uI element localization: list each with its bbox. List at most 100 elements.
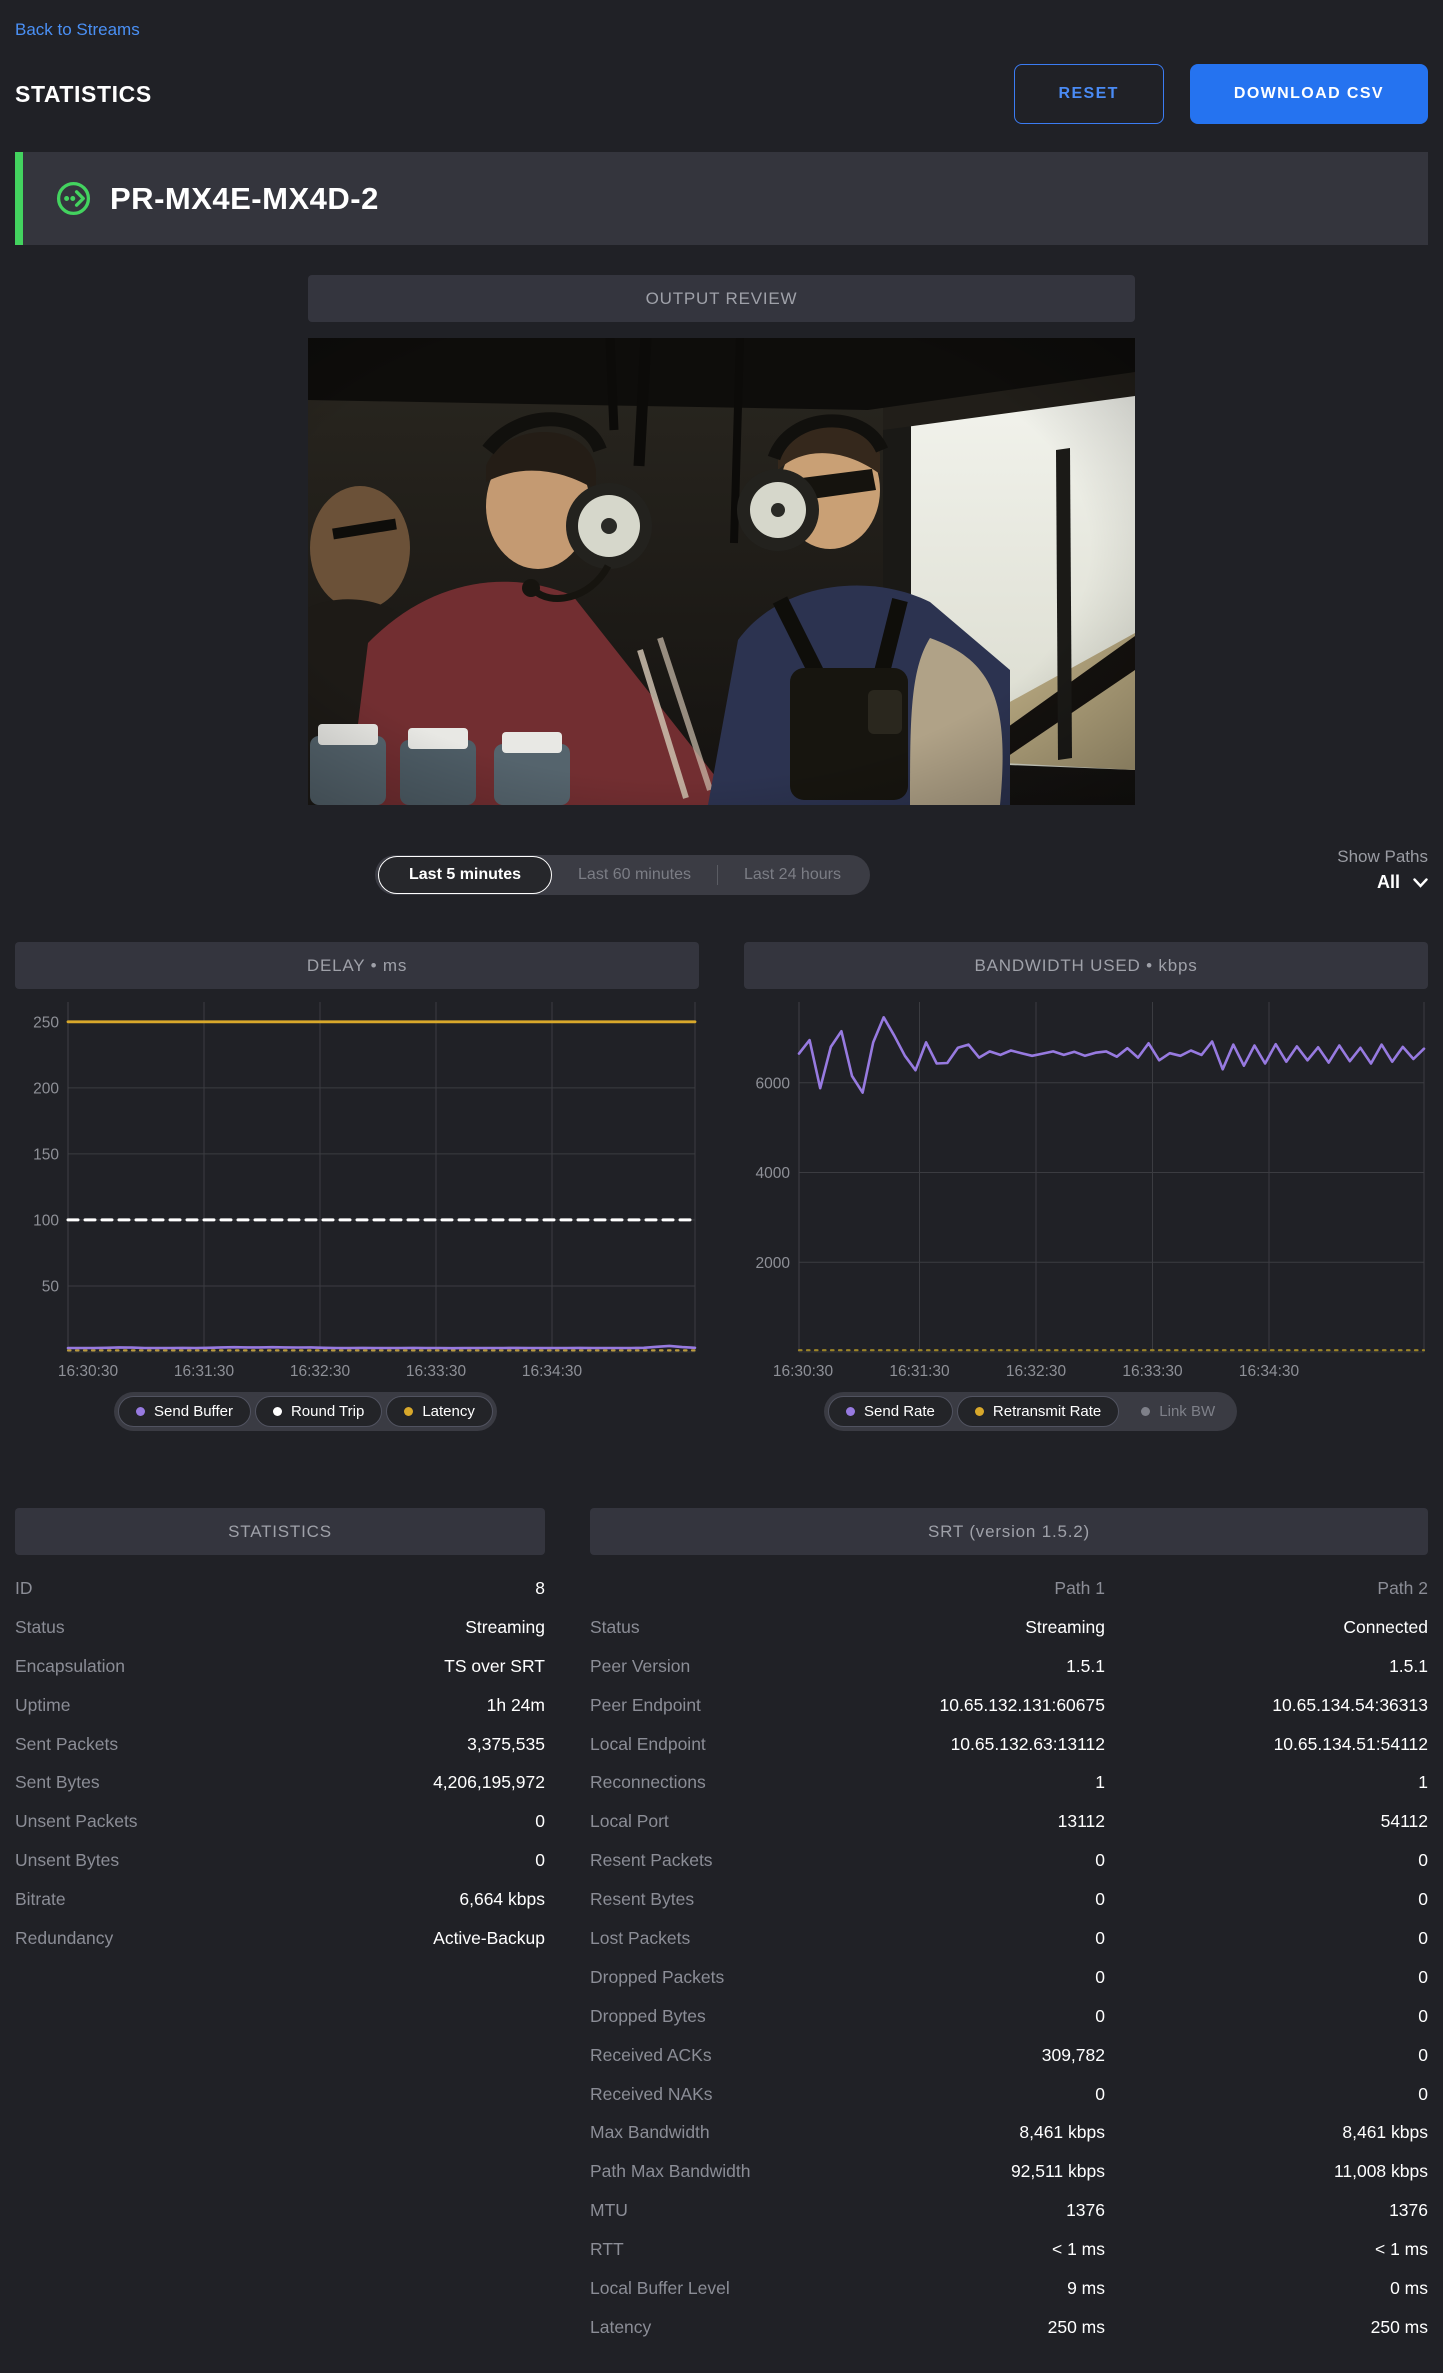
- bandwidth-chart-legend: Send Rate Retransmit Rate Link BW: [824, 1392, 1238, 1431]
- srt-label: Status: [590, 1616, 640, 1637]
- table-row: Resent Packets 0 0: [590, 1841, 1428, 1880]
- srt-value-path2: 11,008 kbps: [1333, 2161, 1428, 2182]
- delay-chart: 50 100 150 200 250 16:30:30 16:31:30 16:32:30 16…: [33, 1002, 697, 1380]
- svg-text:16:34:30: 16:34:30: [522, 1363, 583, 1380]
- stat-label: Unsent Packets: [15, 1811, 138, 1832]
- stat-label: Status: [15, 1616, 65, 1637]
- srt-label: Resent Bytes: [590, 1889, 695, 1910]
- srt-value-path2: 0: [1418, 2083, 1428, 2104]
- srt-value-path2: 10.65.134.51:54112: [1273, 1733, 1428, 1754]
- srt-value-path2: 250 ms: [1370, 2316, 1428, 2337]
- tab-last-24-hours[interactable]: Last 24 hours: [718, 855, 867, 895]
- srt-label: Peer Version: [590, 1655, 691, 1676]
- toolbar: RESET DOWNLOAD CSV: [1013, 64, 1428, 124]
- srt-label: Local Endpoint: [590, 1733, 706, 1754]
- legend-chip-retransmit-rate[interactable]: Retransmit Rate: [956, 1396, 1120, 1427]
- stat-value: TS over SRT: [444, 1655, 545, 1676]
- column-header-path-2: Path 2: [1377, 1577, 1428, 1598]
- legend-dot: [974, 1407, 984, 1416]
- table-row: Received NAKs 0 0: [590, 2075, 1428, 2114]
- delay-chart-legend: Send Buffer Round Trip Latency: [114, 1392, 497, 1431]
- column-header-path-1: Path 1: [1054, 1577, 1105, 1598]
- srt-value-path1: 0: [1095, 1850, 1105, 1871]
- statistics-table: STATISTICS ID 8 Status Streaming Encapsulati…: [15, 1508, 545, 1958]
- table-row: Path Max Bandwidth 92,511 kbps 11,008 kbps: [590, 2152, 1428, 2191]
- table-row: Peer Endpoint 10.65.132.131:60675 10.65.13…: [590, 1686, 1428, 1725]
- time-range-tabs: Last 5 minutes Last 60 minutes Last 24 hou…: [375, 855, 870, 895]
- table-row: Encapsulation TS over SRT: [15, 1647, 545, 1686]
- back-to-streams-link[interactable]: Back to Streams: [15, 20, 140, 39]
- legend-chip-send-buffer[interactable]: Send Buffer: [118, 1396, 251, 1427]
- table-row: Bitrate 6,664 kbps: [15, 1880, 545, 1919]
- reset-button[interactable]: RESET: [1013, 64, 1164, 124]
- legend-dot: [846, 1407, 855, 1416]
- srt-value-path1: 10.65.132.63:13112: [950, 1733, 1105, 1754]
- svg-text:150: 150: [33, 1146, 59, 1163]
- table-row: Resent Bytes 0 0: [590, 1880, 1428, 1919]
- legend-chip-latency[interactable]: Latency: [386, 1396, 493, 1427]
- srt-value-path1: 9 ms: [1067, 2277, 1105, 2298]
- svg-text:16:31:30: 16:31:30: [889, 1363, 950, 1380]
- legend-dot: [136, 1407, 145, 1416]
- charts-row: DELAY • ms 50 100 150 200 250 16:30:30 16:31:3…: [15, 942, 1428, 1431]
- svg-text:16:34:30: 16:34:30: [1239, 1363, 1300, 1380]
- srt-label: Dropped Packets: [590, 1966, 725, 1987]
- legend-chip-send-rate[interactable]: Send Rate: [828, 1396, 953, 1427]
- srt-value-path2: 54112: [1380, 1811, 1428, 1832]
- svg-text:6000: 6000: [756, 1075, 791, 1092]
- srt-label: Received NAKs: [590, 2083, 713, 2104]
- tab-last-60-minutes[interactable]: Last 60 minutes: [552, 855, 717, 895]
- stat-label: Uptime: [15, 1694, 71, 1715]
- stat-label: Bitrate: [15, 1889, 66, 1910]
- stat-label: Encapsulation: [15, 1655, 125, 1676]
- srt-label: Dropped Bytes: [590, 2005, 706, 2026]
- srt-value-path1: 8,461 kbps: [1019, 2122, 1105, 2143]
- stat-value: 4,206,195,972: [433, 1772, 545, 1793]
- srt-value-path1: 1.5.1: [1066, 1655, 1105, 1676]
- srt-label: Received ACKs: [590, 2044, 712, 2065]
- show-paths-dropdown[interactable]: All: [1337, 872, 1428, 893]
- srt-table-header: SRT (version 1.5.2): [590, 1508, 1428, 1555]
- stat-label: Sent Packets: [15, 1733, 119, 1754]
- legend-chip-round-trip[interactable]: Round Trip: [254, 1396, 383, 1427]
- table-row: Dropped Bytes 0 0: [590, 1997, 1428, 2036]
- srt-label: Lost Packets: [590, 1927, 691, 1948]
- tab-divider: [716, 865, 718, 885]
- show-paths-label: Show Paths: [1337, 847, 1428, 866]
- legend-chip-link-bw[interactable]: Link BW: [1123, 1396, 1233, 1427]
- srt-label: Local Port: [590, 1811, 669, 1832]
- table-row: Latency 250 ms 250 ms: [590, 2308, 1428, 2347]
- output-review-header: OUTPUT REVIEW: [308, 275, 1135, 322]
- svg-text:2000: 2000: [756, 1255, 791, 1272]
- srt-value-path1: 13112: [1057, 1811, 1105, 1832]
- srt-value-path1: 309,782: [1041, 2044, 1105, 2065]
- legend-label: Round Trip: [290, 1403, 365, 1420]
- bandwidth-chart: 2000 4000 6000 16:30:30 16:31:30 16:32:30 16:3…: [756, 1002, 1426, 1380]
- table-row: RTT < 1 ms < 1 ms: [590, 2230, 1428, 2269]
- srt-value-path1: 0: [1095, 1927, 1105, 1948]
- table-row: Reconnections 1 1: [590, 1763, 1428, 1802]
- page-title: STATISTICS: [15, 80, 152, 107]
- srt-value-path2: 0: [1418, 1927, 1428, 1948]
- legend-dot: [272, 1407, 282, 1416]
- stat-label: Unsent Bytes: [15, 1850, 120, 1871]
- download-csv-button[interactable]: DOWNLOAD CSV: [1189, 64, 1428, 124]
- table-row: Local Port 13112 54112: [590, 1802, 1428, 1841]
- srt-value-path2: 1.5.1: [1389, 1655, 1428, 1676]
- table-row: Lost Packets 0 0: [590, 1919, 1428, 1958]
- tab-last-5-minutes[interactable]: Last 5 minutes: [378, 856, 553, 894]
- table-row: Status Streaming Connected: [590, 1608, 1428, 1647]
- srt-value-path1: 1376: [1066, 2200, 1105, 2221]
- stat-value: 1h 24m: [486, 1694, 545, 1715]
- legend-label: Send Buffer: [154, 1403, 233, 1420]
- table-row: Sent Bytes 4,206,195,972: [15, 1763, 545, 1802]
- output-video-preview: [308, 338, 1135, 805]
- srt-value-path1: 10.65.132.131:60675: [939, 1694, 1105, 1715]
- srt-value-path1: 0: [1095, 1966, 1105, 1987]
- svg-text:16:30:30: 16:30:30: [58, 1363, 119, 1380]
- legend-dot: [1141, 1407, 1151, 1416]
- show-paths-value: All: [1376, 872, 1400, 892]
- svg-text:16:33:30: 16:33:30: [1122, 1363, 1183, 1380]
- srt-label: Latency: [590, 2316, 652, 2337]
